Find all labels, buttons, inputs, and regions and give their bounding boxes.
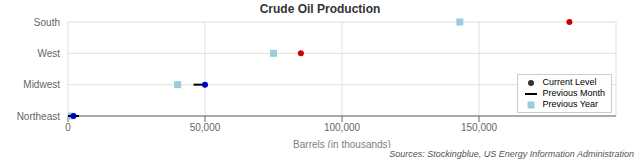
svg-text:100,000: 100,000	[324, 122, 361, 133]
html-text:Previous Year: Previous Year	[542, 99, 598, 109]
svg-text:Barrels (in thousands): Barrels (in thousands)	[293, 139, 391, 148]
svg-text:South: South	[34, 18, 60, 28]
svg-text:0: 0	[65, 122, 71, 133]
html-text:Sources: Stockingblue, US Ener: Sources: Stockingblue, US Energy Informa…	[389, 149, 634, 159]
html-text:Crude Oil Production: Crude Oil Production	[259, 2, 381, 16]
svg-text:50,000: 50,000	[190, 122, 221, 133]
svg-text:Northeast: Northeast	[17, 111, 61, 122]
html-text:Previous Month: Previous Month	[542, 88, 605, 98]
svg-text:Midwest: Midwest	[23, 79, 60, 90]
svg-text:150,000: 150,000	[461, 122, 498, 133]
html-text:Current Level: Current Level	[542, 77, 597, 87]
svg-text:West: West	[37, 48, 60, 59]
